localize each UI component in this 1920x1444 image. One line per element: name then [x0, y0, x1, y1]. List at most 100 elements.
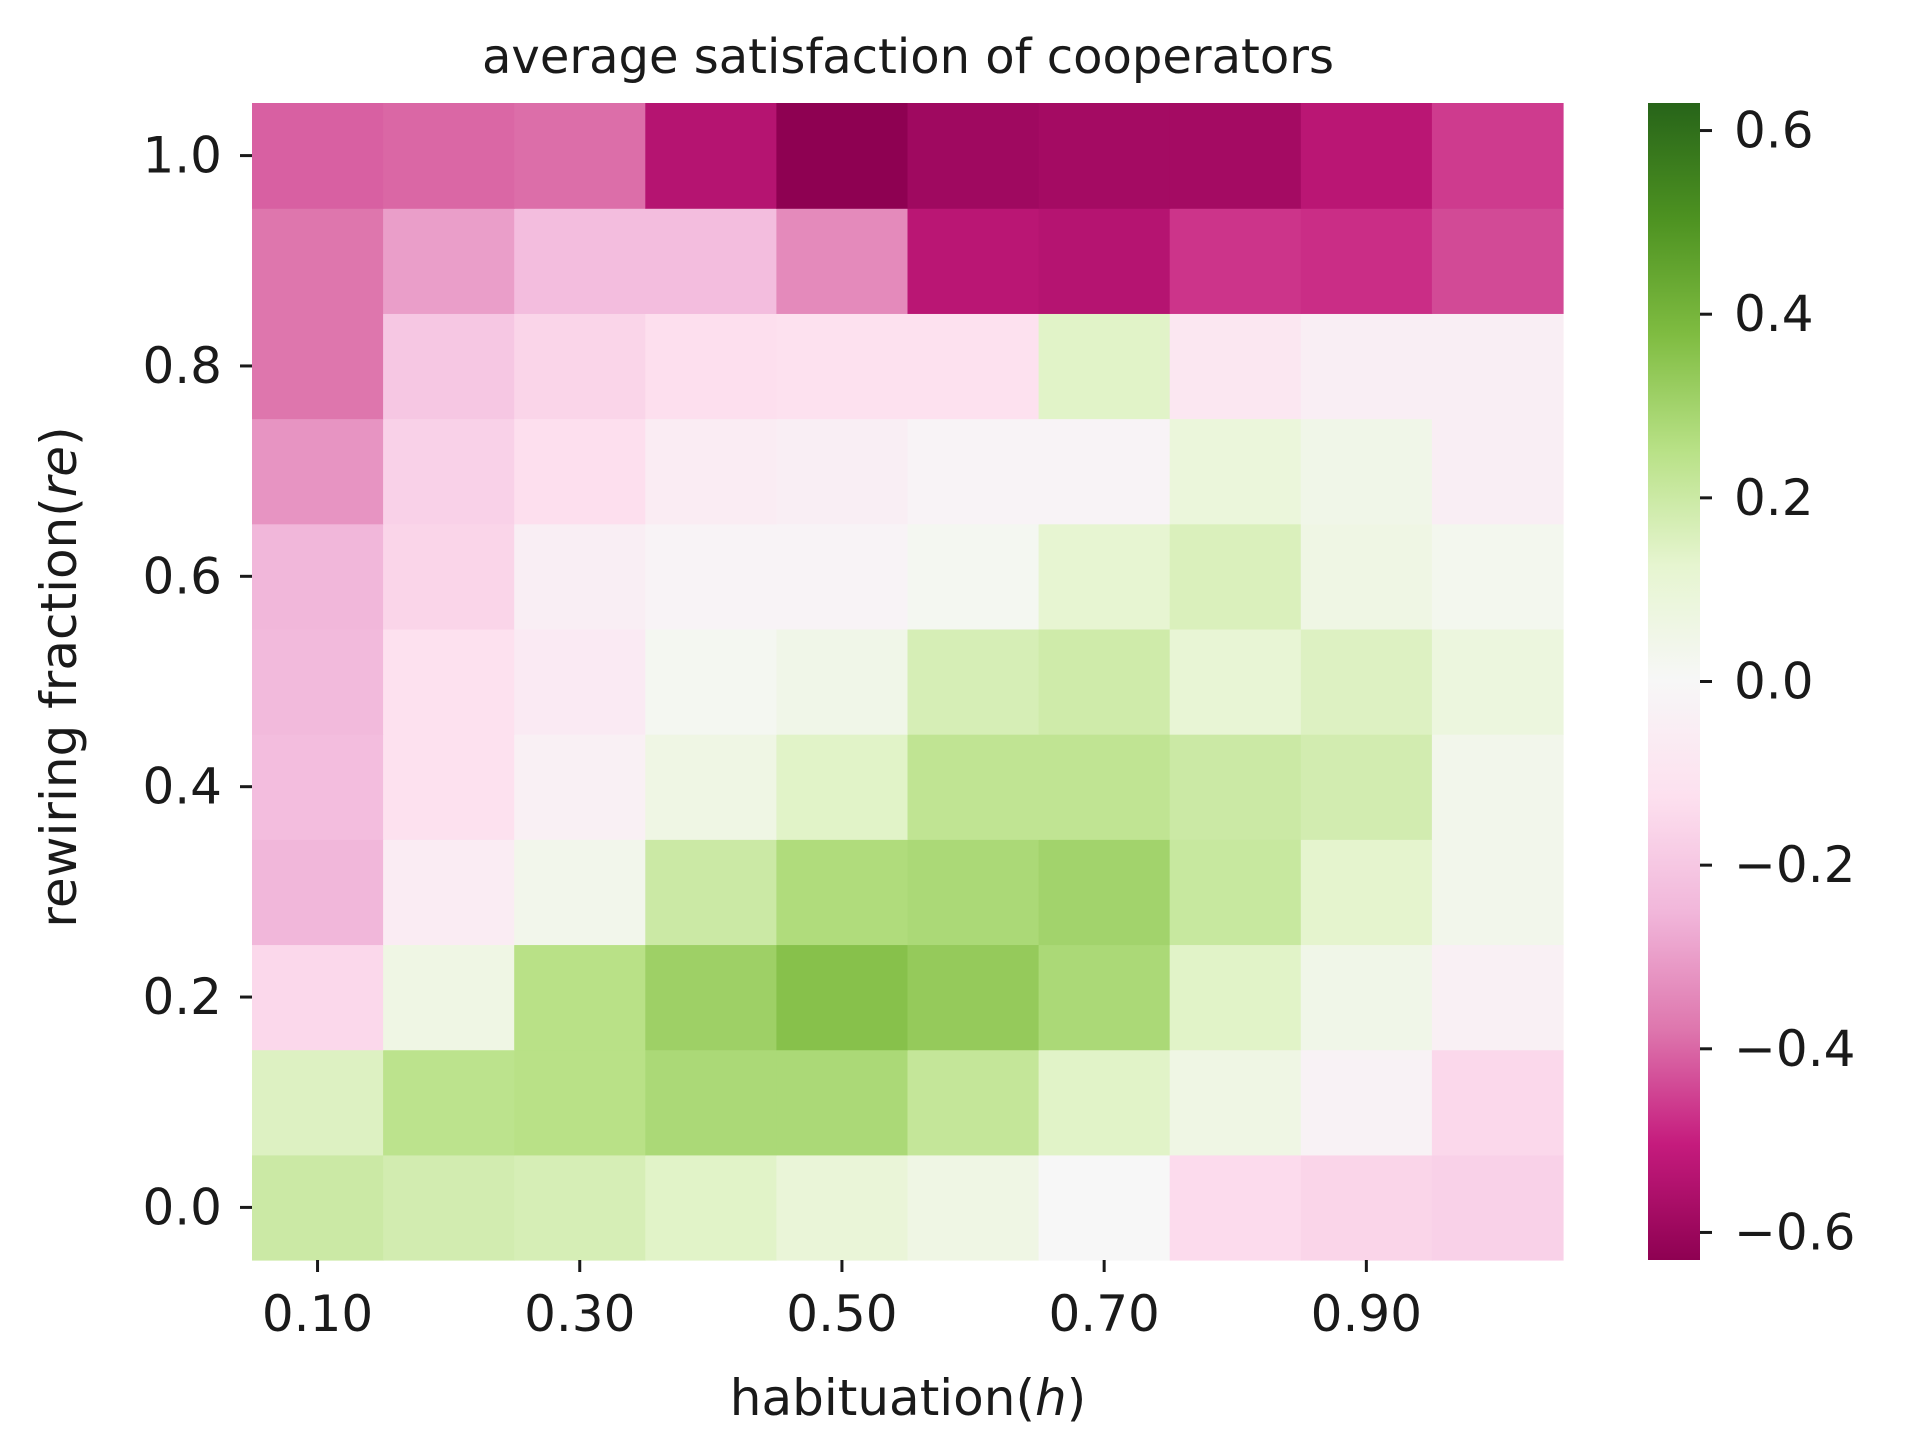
heatmap-cell — [907, 1154, 1040, 1261]
heatmap-cell — [1431, 313, 1564, 420]
heatmap-cell — [514, 1049, 646, 1156]
heatmap-cell — [776, 418, 909, 525]
heatmap-cell — [1169, 208, 1302, 314]
heatmap-cell — [776, 628, 909, 735]
heatmap-cell — [1300, 628, 1433, 735]
heatmap-cell — [776, 103, 909, 209]
heatmap-cell — [252, 734, 384, 840]
heatmap-cell — [1300, 523, 1433, 630]
heatmap-cell — [907, 313, 1040, 420]
heatmap-cell — [1038, 734, 1171, 840]
heatmap-cell — [1169, 734, 1302, 840]
heatmap-cell — [252, 839, 384, 946]
heatmap-cell — [383, 418, 515, 525]
heatmap-cell — [1038, 523, 1171, 630]
y-tick-label: 0.8 — [142, 337, 222, 395]
heatmap-cell — [1300, 944, 1433, 1051]
heatmap-cell — [1300, 313, 1433, 420]
heatmap-cell — [383, 313, 515, 420]
heatmap-cell — [383, 734, 515, 840]
heatmap-cell — [1431, 418, 1564, 525]
colorbar-tick-label: 0.0 — [1734, 653, 1814, 711]
heatmap-cell — [907, 208, 1040, 314]
y-tick-label: 0.4 — [142, 758, 222, 816]
heatmap-cell — [1169, 839, 1302, 946]
heatmap-cell — [1169, 523, 1302, 630]
heatmap-cell — [514, 418, 646, 525]
heatmap-cell — [252, 1154, 384, 1261]
heatmap-cell — [907, 103, 1040, 209]
heatmap-cell — [645, 103, 777, 209]
heatmap-cell — [1038, 1154, 1171, 1261]
heatmap-cell — [1169, 418, 1302, 525]
colorbar-tick-label: −0.4 — [1734, 1020, 1855, 1078]
heatmap-cell — [776, 944, 909, 1051]
y-tick-label: 0.6 — [142, 547, 222, 605]
heatmap-cell — [514, 628, 646, 735]
heatmap-cell — [907, 1049, 1040, 1156]
heatmap-cell — [1169, 1049, 1302, 1156]
x-axis-ticks: 0.10 0.30 0.50 0.70 0.90 — [262, 1260, 1422, 1343]
heatmap-cell — [907, 628, 1040, 735]
heatmap-cell — [514, 103, 646, 209]
heatmap-cell — [1300, 1049, 1433, 1156]
heatmap-cell — [1300, 418, 1433, 525]
heatmap-cell — [252, 523, 384, 630]
heatmap-cell — [1431, 523, 1564, 630]
heatmap-cell — [1431, 628, 1564, 735]
heatmap-cell — [1038, 103, 1171, 209]
heatmap-cell — [1038, 313, 1171, 420]
heatmap-cell — [252, 944, 384, 1051]
heatmap-cell — [645, 734, 777, 840]
y-tick-label: 0.2 — [142, 968, 222, 1026]
heatmap-cell — [514, 734, 646, 840]
heatmap-cell — [1169, 944, 1302, 1051]
heatmap-cell — [383, 1049, 515, 1156]
heatmap-cell — [514, 208, 646, 314]
heatmap-cell — [1300, 208, 1433, 314]
heatmap-cell — [1169, 313, 1302, 420]
heatmap-cell — [383, 944, 515, 1051]
heatmap-cell — [1431, 944, 1564, 1051]
heatmap-cell — [1038, 628, 1171, 735]
x-axis-label-close: ) — [1067, 1369, 1087, 1427]
x-tick-label: 0.10 — [262, 1285, 373, 1343]
heatmap-cell — [776, 734, 909, 840]
heatmap-cell — [645, 523, 777, 630]
x-tick-label: 0.90 — [1311, 1285, 1422, 1343]
heatmap-cell — [1038, 418, 1171, 525]
heatmap-cell — [645, 1154, 777, 1261]
heatmap-cell — [645, 418, 777, 525]
heatmap-cell — [514, 313, 646, 420]
y-axis-label-variable: re — [30, 446, 88, 497]
heatmap-cell — [514, 523, 646, 630]
heatmap-cell — [776, 839, 909, 946]
heatmap-cell — [514, 944, 646, 1051]
heatmap-cell — [1431, 1049, 1564, 1156]
heatmap-cell — [1431, 734, 1564, 840]
x-axis-label-text: habituation( — [730, 1369, 1035, 1427]
heatmap-cell — [1300, 1154, 1433, 1261]
heatmap-cell — [1169, 628, 1302, 735]
y-axis-label-text: rewiring fraction( — [30, 497, 88, 927]
x-tick-label: 0.50 — [786, 1285, 897, 1343]
y-axis-ticks: 0.0 0.2 0.4 0.6 0.8 1.0 — [142, 127, 252, 1236]
colorbar-tick-label: 0.2 — [1734, 469, 1814, 527]
heatmap-cell — [252, 313, 384, 420]
y-axis-label-close: ) — [30, 426, 88, 446]
x-tick-label: 0.30 — [524, 1285, 635, 1343]
heatmap-cell — [1431, 1154, 1564, 1261]
heatmap-cell — [645, 839, 777, 946]
heatmap-cell — [1431, 839, 1564, 946]
heatmap-cell — [514, 1154, 646, 1261]
heatmap-cell — [1169, 103, 1302, 209]
heatmap-cells — [252, 103, 1564, 1261]
y-tick-label: 1.0 — [142, 127, 222, 185]
chart-title: average satisfaction of cooperators — [482, 29, 1334, 85]
colorbar — [1648, 103, 1700, 1260]
heatmap-cell — [514, 839, 646, 946]
heatmap-cell — [252, 628, 384, 735]
heatmap-cell — [1300, 734, 1433, 840]
heatmap-cell — [776, 1154, 909, 1261]
